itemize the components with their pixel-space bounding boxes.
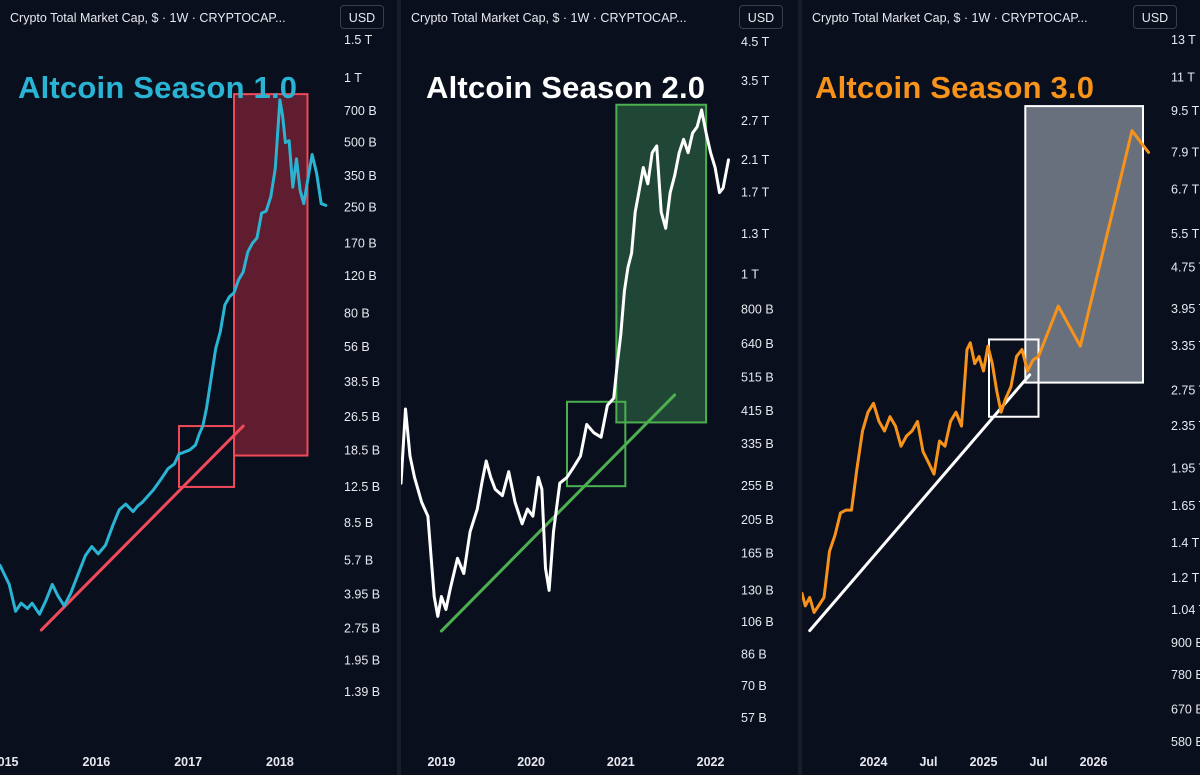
chart-header: Crypto Total Market Cap, $ · 1W · CRYPTO… bbox=[812, 11, 1088, 25]
y-tick-label: 1.39 B bbox=[344, 685, 380, 699]
price-series-line bbox=[401, 108, 730, 618]
y-tick-label: 4.5 T bbox=[741, 35, 770, 49]
breakout-box bbox=[988, 338, 1040, 418]
y-tick-label: 130 B bbox=[741, 583, 774, 597]
y-tick-label: 13 T bbox=[1171, 33, 1196, 47]
y-tick-label: 1.95 T bbox=[1171, 461, 1200, 475]
y-tick-label: 7.9 T bbox=[1171, 145, 1200, 159]
y-tick-label: 2.75 B bbox=[344, 621, 380, 635]
chart-canvas: 4.5 T 3.5 T 2.7 T 2.1 T 1.7 T 1.3 T 1 T 800 B 64… bbox=[401, 35, 774, 769]
y-tick-label: 18.5 B bbox=[344, 443, 380, 457]
chart-panel-2: 4.5 T 3.5 T 2.7 T 2.1 T 1.7 T 1.3 T 1 T 800 B 64… bbox=[401, 0, 798, 775]
y-tick-label: 580 B bbox=[1171, 735, 1200, 749]
highlight-box bbox=[233, 93, 309, 457]
y-tick-label: 205 B bbox=[741, 513, 774, 527]
y-tick-label: 170 B bbox=[344, 236, 377, 250]
y-tick-label: 700 B bbox=[344, 104, 377, 118]
currency-button[interactable]: USD bbox=[1133, 5, 1177, 29]
season-title: Altcoin Season 1.0 bbox=[18, 70, 298, 105]
y-tick-label: 1.3 T bbox=[741, 227, 770, 241]
y-tick-label: 5.7 B bbox=[344, 553, 373, 567]
chart-header: Crypto Total Market Cap, $ · 1W · CRYPTO… bbox=[10, 11, 286, 25]
y-tick-label: 800 B bbox=[741, 302, 774, 316]
y-tick-label: 57 B bbox=[741, 711, 767, 725]
x-tick-label: 2022 bbox=[697, 755, 725, 769]
y-tick-label: 12.5 B bbox=[344, 480, 380, 494]
y-tick-label: 80 B bbox=[344, 307, 370, 321]
breakout-box bbox=[177, 425, 236, 488]
y-tick-label: 2.7 T bbox=[741, 114, 770, 128]
y-tick-label: 1.95 B bbox=[344, 653, 380, 667]
season-title: Altcoin Season 2.0 bbox=[426, 70, 706, 105]
y-tick-label: 3.95 T bbox=[1171, 302, 1200, 316]
x-tick-label: 2015 bbox=[0, 755, 19, 769]
x-tick-label: 2025 bbox=[970, 755, 998, 769]
chart-canvas: 1.5 T 1 T 700 B 500 B 350 B 250 B 170 B 120 B 80… bbox=[0, 33, 380, 769]
y-tick-label: 1.2 T bbox=[1171, 571, 1200, 585]
trendline bbox=[808, 373, 1032, 633]
y-tick-label: 670 B bbox=[1171, 702, 1200, 716]
price-series-line bbox=[0, 98, 328, 616]
projection-line bbox=[1037, 129, 1150, 358]
y-tick-label: 900 B bbox=[1171, 636, 1200, 650]
y-tick-label: 26.5 B bbox=[344, 410, 380, 424]
y-tick-label: 1.04 T bbox=[1171, 603, 1200, 617]
x-tick-label: 2018 bbox=[266, 755, 294, 769]
y-tick-label: 3.95 B bbox=[344, 587, 380, 601]
y-tick-label: 1.4 T bbox=[1171, 536, 1200, 550]
chart-panel-1: 1.5 T 1 T 700 B 500 B 350 B 250 B 170 B 120 B 80… bbox=[0, 0, 397, 775]
currency-button[interactable]: USD bbox=[739, 5, 783, 29]
y-tick-label: 780 B bbox=[1171, 668, 1200, 682]
x-tick-label: 2024 bbox=[860, 755, 888, 769]
chart-header: Crypto Total Market Cap, $ · 1W · CRYPTO… bbox=[411, 11, 687, 25]
y-tick-label: 500 B bbox=[344, 136, 377, 150]
y-tick-label: 38.5 B bbox=[344, 375, 380, 389]
y-tick-label: 3.35 T bbox=[1171, 339, 1200, 353]
y-tick-label: 350 B bbox=[344, 169, 377, 183]
y-tick-label: 1 T bbox=[344, 71, 362, 85]
y-tick-label: 120 B bbox=[344, 269, 377, 283]
y-tick-label: 2.75 T bbox=[1171, 384, 1200, 398]
y-tick-label: 2.1 T bbox=[741, 153, 770, 167]
y-tick-label: 255 B bbox=[741, 479, 774, 493]
trendline bbox=[439, 393, 677, 633]
y-tick-label: 5.5 T bbox=[1171, 227, 1200, 241]
y-tick-label: 1 T bbox=[741, 268, 759, 282]
y-tick-label: 106 B bbox=[741, 615, 774, 629]
y-tick-label: 415 B bbox=[741, 404, 774, 418]
y-tick-label: 11 T bbox=[1171, 71, 1195, 85]
y-tick-label: 8.5 B bbox=[344, 516, 373, 530]
season-title: Altcoin Season 3.0 bbox=[815, 70, 1095, 105]
y-tick-label: 640 B bbox=[741, 337, 774, 351]
y-tick-label: 515 B bbox=[741, 370, 774, 384]
y-tick-label: 56 B bbox=[344, 340, 370, 354]
price-series-line bbox=[802, 341, 1040, 614]
y-tick-label: 335 B bbox=[741, 437, 774, 451]
x-tick-label: 2017 bbox=[174, 755, 202, 769]
x-tick-label: 2019 bbox=[427, 755, 455, 769]
y-tick-label: 86 B bbox=[741, 647, 767, 661]
y-tick-label: 70 B bbox=[741, 679, 767, 693]
chart-panel-3: 13 T 11 T 9.5 T 7.9 T 6.7 T 5.5 T 4.75 T 3.95 T… bbox=[802, 0, 1200, 775]
chart-canvas: 13 T 11 T 9.5 T 7.9 T 6.7 T 5.5 T 4.75 T 3.95 T… bbox=[802, 33, 1200, 769]
y-tick-label: 1.5 T bbox=[344, 33, 373, 47]
y-tick-label: 3.5 T bbox=[741, 74, 770, 88]
currency-button[interactable]: USD bbox=[340, 5, 384, 29]
x-tick-label: 2020 bbox=[517, 755, 545, 769]
x-tick-label: 2026 bbox=[1080, 755, 1108, 769]
highlight-box bbox=[615, 103, 708, 424]
y-tick-label: 4.75 T bbox=[1171, 260, 1200, 274]
y-tick-label: 6.7 T bbox=[1171, 183, 1200, 197]
y-tick-label: 165 B bbox=[741, 547, 774, 561]
y-tick-label: 2.35 T bbox=[1171, 419, 1200, 433]
y-tick-label: 1.7 T bbox=[741, 186, 770, 200]
y-tick-label: 1.65 T bbox=[1171, 499, 1200, 513]
y-tick-label: 250 B bbox=[344, 200, 377, 214]
x-tick-label: 2016 bbox=[82, 755, 110, 769]
y-tick-label: 9.5 T bbox=[1171, 104, 1200, 118]
x-tick-label: Jul bbox=[919, 755, 937, 769]
x-tick-label: Jul bbox=[1029, 755, 1047, 769]
trendline bbox=[39, 424, 245, 632]
x-tick-label: 2021 bbox=[607, 755, 635, 769]
